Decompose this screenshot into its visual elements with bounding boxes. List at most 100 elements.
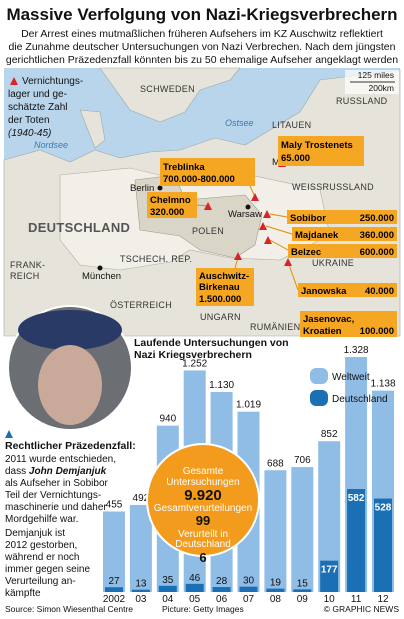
value-label: 688 <box>267 458 284 469</box>
bar <box>293 589 312 592</box>
camp-marker <box>263 210 271 218</box>
bar <box>105 587 123 592</box>
bar <box>185 583 204 592</box>
camp-name: Auschwitz- <box>199 271 249 282</box>
bar <box>239 586 258 592</box>
scale-label: 125 miles <box>358 70 394 80</box>
annotation: Verurteilt in <box>178 529 228 540</box>
camp-box <box>298 283 397 297</box>
country: LITAUEN <box>272 120 311 130</box>
sidebar-text: 2012 gestorben, <box>5 540 77 551</box>
annotation: 99 <box>196 513 210 528</box>
footer-picture: Picture: Getty Images <box>162 604 244 614</box>
value-label: 706 <box>294 455 311 466</box>
annotation: Gesamtverurteilungen <box>154 503 252 514</box>
camp-box <box>292 227 397 241</box>
camp-name: Majdanek <box>295 230 339 241</box>
bar <box>374 498 392 592</box>
value-label: 177 <box>321 565 338 576</box>
bar <box>264 470 287 592</box>
connector <box>269 213 288 218</box>
camp-box <box>287 210 397 224</box>
sidebar-text: Demjanjuk ist <box>5 528 65 539</box>
value-label: 1.328 <box>344 345 369 356</box>
camp-name: Chelmno <box>150 195 191 206</box>
title: Massive Verfolgung von Nazi-Kriegsverbre… <box>6 5 397 24</box>
camp-name: Kroatien <box>303 326 342 337</box>
photo-cap <box>18 310 122 350</box>
sea-label: Nordsee <box>34 140 68 150</box>
photo <box>7 305 133 431</box>
annotation: Deutschland <box>175 539 231 550</box>
summary-bubble <box>146 443 260 557</box>
bar <box>103 511 125 592</box>
camp-name: Belzec <box>291 247 321 258</box>
camp-name: Treblinka <box>163 162 205 173</box>
camp-marker <box>264 236 272 244</box>
country: ÖSTERREICH <box>110 300 172 310</box>
connector <box>265 225 293 235</box>
legend-label: Deutschland <box>332 394 388 405</box>
sidebar-heading: Rechtlicher Präzedenzfall: <box>5 440 136 452</box>
camp-marker <box>284 258 292 266</box>
camp-box <box>160 158 255 186</box>
country: TSCHECH. REP. <box>120 254 192 264</box>
camp-marker <box>259 222 267 230</box>
sidebar-text: Mordgehilfe war. <box>5 514 78 525</box>
bar <box>347 489 366 592</box>
camp-box <box>196 268 254 306</box>
x-tick-label: 04 <box>162 594 174 605</box>
chart-title: Nazi Kriegsverbrechern <box>134 349 252 361</box>
city-dot <box>245 204 251 210</box>
bar <box>131 589 150 592</box>
country: POLEN <box>192 226 224 236</box>
camp-box <box>147 192 197 218</box>
legend-swatch <box>310 368 328 384</box>
bar <box>266 588 285 592</box>
value-label: 15 <box>297 578 309 589</box>
footer-source: Source: Simon Wiesenthal Centre <box>5 604 133 614</box>
country: RUMÄNIEN <box>250 322 300 332</box>
sidebar-text: maschinerie und daher <box>5 502 107 513</box>
map-legend: (1940-45) <box>8 128 51 139</box>
camp-boxes: Maly Trostenets 65.000 Treblinka 700.000… <box>147 136 397 337</box>
camp-deaths: 40.000 <box>365 286 394 297</box>
camp-name: Sobibor <box>290 213 326 224</box>
bar <box>129 504 152 592</box>
camp-marker <box>204 202 212 210</box>
value-label: 852 <box>321 429 338 440</box>
value-label: 35 <box>162 575 174 586</box>
value-label: 28 <box>216 576 228 587</box>
x-tick-label: 12 <box>377 594 389 605</box>
sidebar-text: dass <box>5 466 26 477</box>
annotation: 9.920 <box>184 487 222 504</box>
sidebar-text: immer gegen seine <box>5 564 90 575</box>
value-label: 30 <box>243 576 255 587</box>
connector <box>287 261 299 291</box>
map-legend: schätzte Zahl <box>8 102 67 113</box>
map-legend: lager und ge- <box>8 89 67 100</box>
value-label: 455 <box>106 499 123 510</box>
value-label: 27 <box>108 576 120 587</box>
x-tick-label: 09 <box>297 594 309 605</box>
bar <box>291 467 314 592</box>
sidebar-text: während er noch <box>4 552 80 563</box>
sidebar-text: 2011 wurde entschieden, <box>5 454 116 465</box>
country: UNGARN <box>200 312 241 322</box>
annotation: 6 <box>199 550 206 565</box>
sidebar: Rechtlicher Präzedenzfall: 2011 wurde en… <box>4 430 136 599</box>
city-dot <box>157 185 163 191</box>
subtitle: Der Arrest eines mutmaßlichen früheren A… <box>21 28 383 40</box>
legend-label: Weltweit <box>332 372 370 383</box>
camp-deaths: 700.000-800.000 <box>163 174 235 185</box>
sidebar-marker <box>5 430 13 438</box>
camp-marker <box>234 252 242 260</box>
sea-label: Ostsee <box>225 118 254 128</box>
legend-marker <box>10 77 18 85</box>
subtitle: gerichtlichen Präzedenzfall könnten bis … <box>6 54 398 66</box>
country: RUSSLAND <box>336 96 388 106</box>
subtitle: die Zunahme deutscher Untersuchungen von… <box>9 41 396 53</box>
sidebar-text: dass John Demjanjuk <box>5 466 107 477</box>
camp-name: Maly Trostenets <box>281 140 353 151</box>
country: REICH <box>10 271 40 281</box>
